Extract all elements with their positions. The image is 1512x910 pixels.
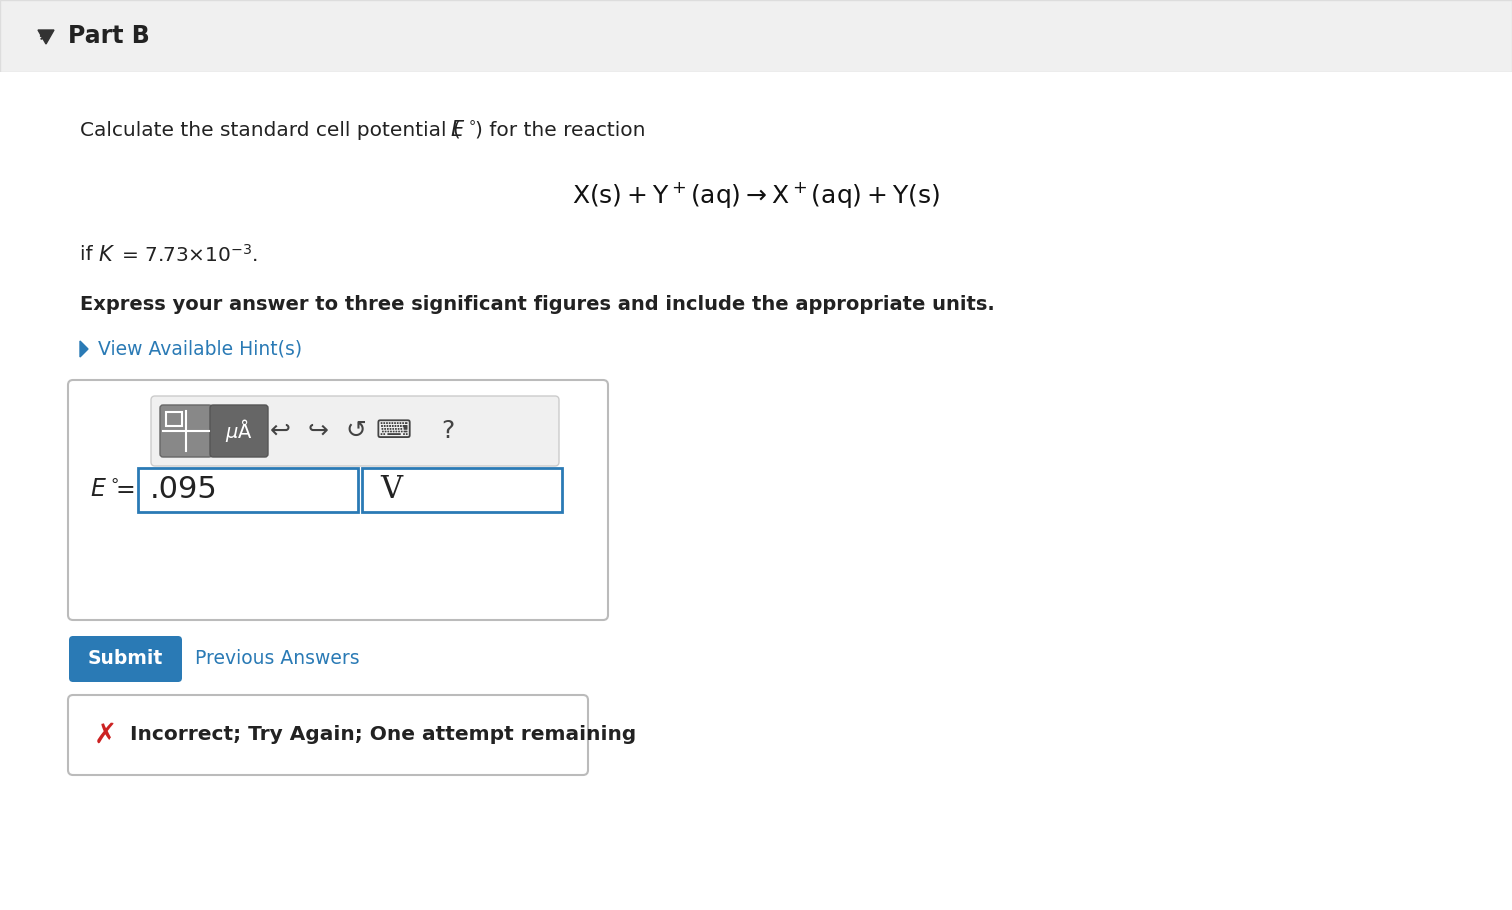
Text: Submit: Submit xyxy=(88,650,163,669)
Text: View Available Hint(s): View Available Hint(s) xyxy=(98,339,302,359)
Text: ↩: ↩ xyxy=(269,419,290,443)
FancyBboxPatch shape xyxy=(210,405,268,457)
Text: Incorrect; Try Again; One attempt remaining: Incorrect; Try Again; One attempt remain… xyxy=(130,725,637,744)
FancyBboxPatch shape xyxy=(160,405,212,457)
Text: if: if xyxy=(80,246,98,265)
Text: Part B: Part B xyxy=(68,24,150,48)
FancyBboxPatch shape xyxy=(138,468,358,512)
FancyBboxPatch shape xyxy=(68,380,608,620)
Text: Previous Answers: Previous Answers xyxy=(195,650,360,669)
Text: = 7.73×10$^{-3}$.: = 7.73×10$^{-3}$. xyxy=(115,244,259,266)
FancyBboxPatch shape xyxy=(361,468,562,512)
Text: .095: .095 xyxy=(150,476,218,504)
Text: ↪: ↪ xyxy=(307,419,328,443)
Text: ↺: ↺ xyxy=(346,419,366,443)
Text: Express your answer to three significant figures and include the appropriate uni: Express your answer to three significant… xyxy=(80,296,995,315)
Text: $K$: $K$ xyxy=(98,245,115,265)
Polygon shape xyxy=(38,30,54,44)
Text: $\mathrm{X(s) + Y^+(aq) \rightarrow X^+(aq) + Y(s)}$: $\mathrm{X(s) + Y^+(aq) \rightarrow X^+(… xyxy=(572,180,940,210)
Text: ) for the reaction: ) for the reaction xyxy=(475,120,646,139)
Text: $\mu\mathrm{\AA}$: $\mu\mathrm{\AA}$ xyxy=(225,418,253,444)
Polygon shape xyxy=(80,341,88,357)
Text: ⌨: ⌨ xyxy=(376,419,413,443)
Text: ?: ? xyxy=(442,419,455,443)
Text: V: V xyxy=(380,474,402,505)
FancyBboxPatch shape xyxy=(151,396,559,466)
FancyBboxPatch shape xyxy=(0,0,1512,72)
FancyBboxPatch shape xyxy=(68,695,588,775)
Text: $E^\circ$: $E^\circ$ xyxy=(91,478,119,502)
FancyBboxPatch shape xyxy=(70,636,181,682)
Text: =: = xyxy=(115,478,135,502)
FancyBboxPatch shape xyxy=(0,72,1512,910)
Text: $E^\circ$: $E^\circ$ xyxy=(451,120,476,140)
Text: Calculate the standard cell potential (: Calculate the standard cell potential ( xyxy=(80,120,461,139)
Text: ✗: ✗ xyxy=(94,721,116,749)
